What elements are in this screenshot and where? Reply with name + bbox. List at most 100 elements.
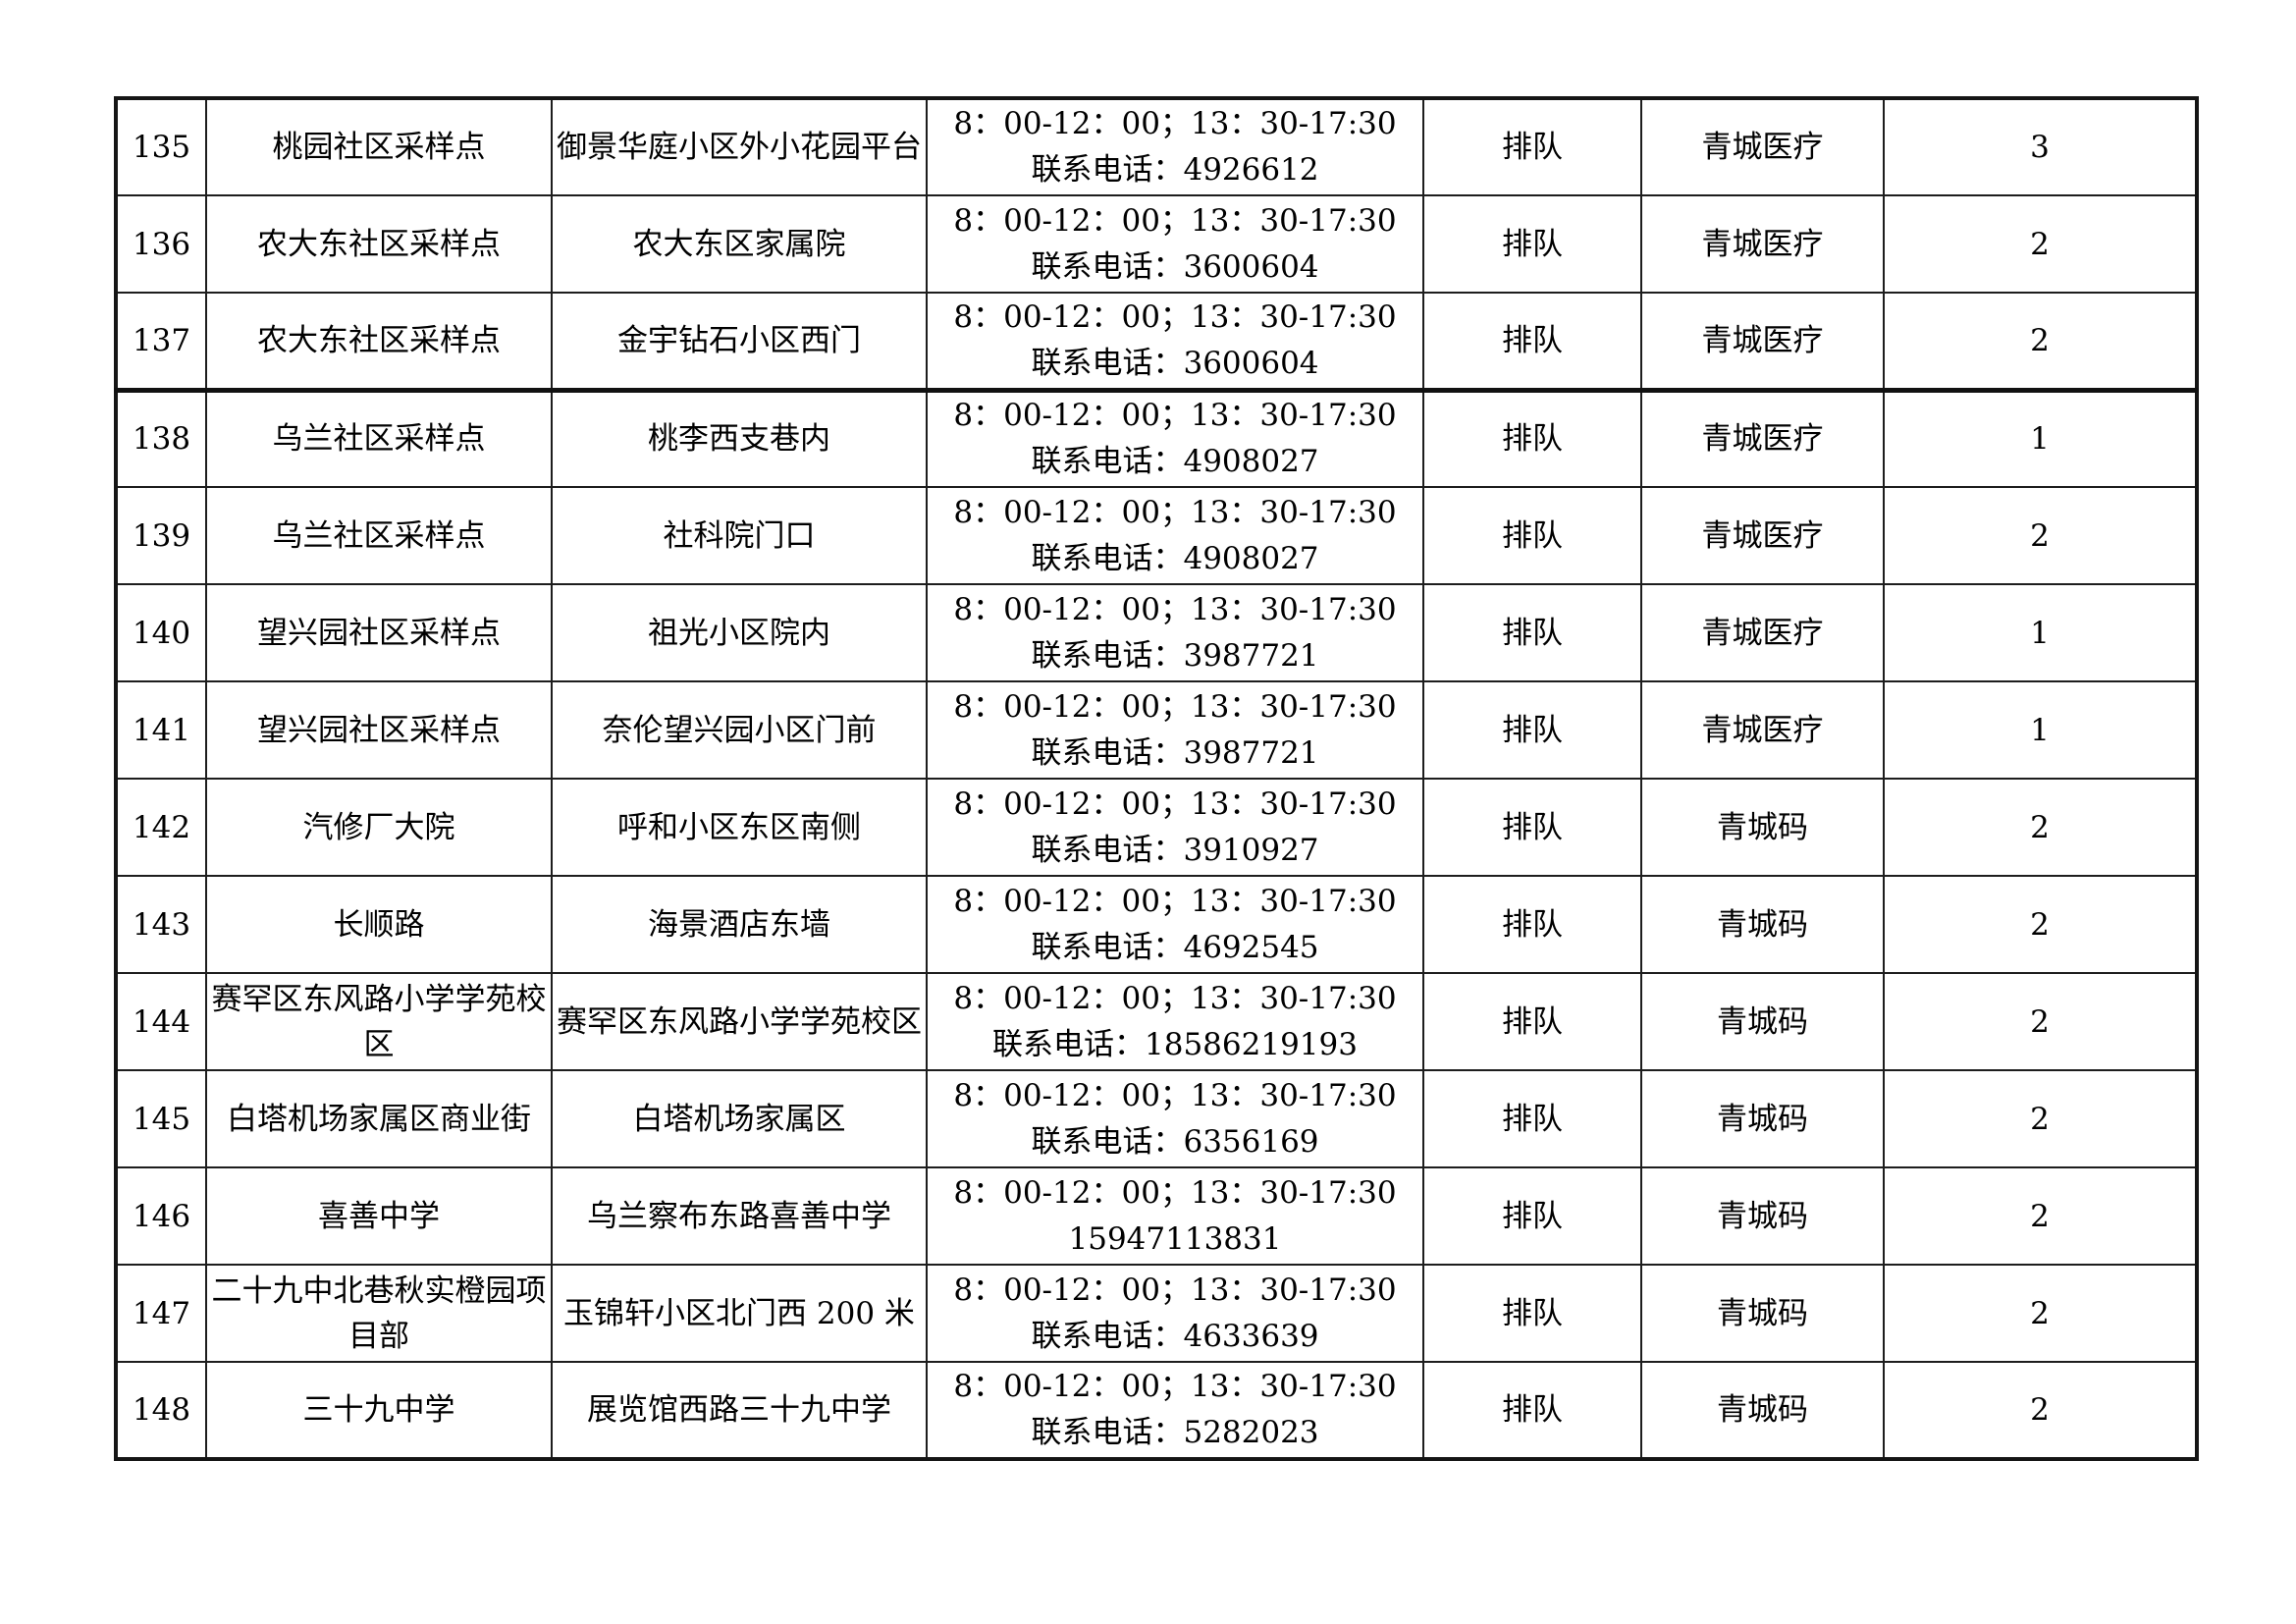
row-number-cell: 146 [115, 1166, 207, 1266]
row-number-cell: 138 [115, 387, 207, 488]
queue-type-cell: 排队 [1422, 875, 1642, 974]
table-body: 135 桃园社区采样点 御景华庭小区外小花园平台 8：00-12：00；13：30-1… [115, 97, 2198, 1460]
opening-hours-text: 8：00-12：00；13：30-17:30 [953, 980, 1397, 1016]
address-cell: 奈伦望兴园小区门前 [551, 680, 928, 780]
table-row: 143 长顺路 海景酒店东墙 8：00-12：00；13：30-17:30 联系电话：4… [115, 875, 2198, 974]
queue-type-cell: 排队 [1422, 972, 1642, 1071]
address-cell: 桃李西支巷内 [551, 387, 928, 488]
table-row: 145 白塔机场家属区商业街 白塔机场家属区 8：00-12：00；13：30-17:… [115, 1069, 2198, 1168]
channel-count-cell: 2 [1883, 778, 2198, 877]
site-name-cell: 长顺路 [205, 875, 553, 974]
address-cell: 呼和小区东区南侧 [551, 778, 928, 877]
queue-type-cell: 排队 [1422, 1069, 1642, 1168]
opening-hours-text: 8：00-12：00；13：30-17:30 [953, 106, 1397, 141]
address-cell: 海景酒店东墙 [551, 875, 928, 974]
hours-phone-cell: 8：00-12：00；13：30-17:30 联系电话：6356169 [926, 1069, 1424, 1168]
table-row: 140 望兴园社区采样点 祖光小区院内 8：00-12：00；13：30-17:30 联… [115, 583, 2198, 682]
opening-hours-text: 8：00-12：00；13：30-17:30 [953, 1174, 1397, 1211]
address-cell: 金宇钻石小区西门 [551, 292, 928, 391]
address-cell: 玉锦轩小区北门西 200 米 [551, 1264, 928, 1363]
address-cell: 展览馆西路三十九中学 [551, 1361, 928, 1460]
code-type-cell: 青城码 [1640, 972, 1885, 1071]
opening-hours-text: 8：00-12：00；13：30-17:30 [953, 1077, 1397, 1113]
table-row: 138 乌兰社区采样点 桃李西支巷内 8：00-12：00；13：30-17:30 联系… [115, 387, 2198, 488]
contact-phone-text: 联系电话：18586219193 [992, 1026, 1358, 1062]
queue-type-cell: 排队 [1422, 97, 1642, 196]
channel-count-cell: 2 [1883, 1361, 2198, 1460]
queue-type-cell: 排队 [1422, 486, 1642, 585]
contact-phone-text: 联系电话：4908027 [1031, 444, 1319, 480]
table-row: 136 农大东社区采样点 农大东区家属院 8：00-12：00；13：30-17:30… [115, 194, 2198, 294]
address-cell: 乌兰察布东路喜善中学 [551, 1166, 928, 1266]
opening-hours-text: 8：00-12：00；13：30-17:30 [953, 883, 1397, 919]
contact-phone-text: 联系电话：5282023 [1031, 1415, 1319, 1450]
table-row: 139 乌兰社区采样点 社科院门口 8：00-12：00；13：30-17:30 联系电… [115, 486, 2198, 585]
channel-count-cell: 1 [1883, 583, 2198, 682]
queue-type-cell: 排队 [1422, 1166, 1642, 1266]
site-name-cell: 望兴园社区采样点 [205, 583, 553, 682]
code-type-cell: 青城医疗 [1640, 387, 1885, 488]
opening-hours-text: 8：00-12：00；13：30-17:30 [953, 398, 1397, 434]
sampling-points-table: 135 桃园社区采样点 御景华庭小区外小花园平台 8：00-12：00；13：30-1… [114, 96, 2199, 1461]
row-number-cell: 135 [115, 97, 207, 196]
opening-hours-text: 8：00-12：00；13：30-17:30 [953, 785, 1397, 822]
site-name-cell: 农大东社区采样点 [205, 194, 553, 294]
hours-phone-cell: 8：00-12：00；13：30-17:30 联系电话：3987721 [926, 680, 1424, 780]
opening-hours-text: 8：00-12：00；13：30-17:30 [953, 688, 1397, 725]
hours-phone-cell: 8：00-12：00；13：30-17:30 联系电话：18586219193 [926, 972, 1424, 1071]
row-number-cell: 141 [115, 680, 207, 780]
contact-phone-text: 联系电话：6356169 [1031, 1123, 1319, 1160]
contact-phone-text: 联系电话：3987721 [1031, 734, 1319, 771]
site-name-cell: 汽修厂大院 [205, 778, 553, 877]
opening-hours-text: 8：00-12：00；13：30-17:30 [953, 494, 1397, 530]
contact-phone-text: 联系电话：4692545 [1031, 929, 1319, 965]
channel-count-cell: 2 [1883, 486, 2198, 585]
hours-phone-cell: 8：00-12：00；13：30-17:30 联系电话：4692545 [926, 875, 1424, 974]
contact-phone-text: 联系电话：3600604 [1031, 345, 1319, 381]
contact-phone-text: 15947113831 [1068, 1220, 1282, 1257]
address-cell: 白塔机场家属区 [551, 1069, 928, 1168]
hours-phone-cell: 8：00-12：00；13：30-17:30 联系电话：3987721 [926, 583, 1424, 682]
address-cell: 御景华庭小区外小花园平台 [551, 97, 928, 196]
table-row: 146 喜善中学 乌兰察布东路喜善中学 8：00-12：00；13：30-17:30 1… [115, 1166, 2198, 1266]
hours-phone-cell: 8：00-12：00；13：30-17:30 联系电话：4908027 [926, 387, 1424, 488]
address-cell: 赛罕区东风路小学学苑校区 [551, 972, 928, 1071]
queue-type-cell: 排队 [1422, 1361, 1642, 1460]
channel-count-cell: 2 [1883, 972, 2198, 1071]
site-name-cell: 乌兰社区采样点 [205, 387, 553, 488]
channel-count-cell: 2 [1883, 1264, 2198, 1363]
row-number-cell: 147 [115, 1264, 207, 1363]
hours-phone-cell: 8：00-12：00；13：30-17:30 联系电话：4908027 [926, 486, 1424, 585]
address-cell: 社科院门口 [551, 486, 928, 585]
channel-count-cell: 1 [1883, 387, 2198, 488]
contact-phone-text: 联系电话：3910927 [1031, 832, 1319, 868]
code-type-cell: 青城医疗 [1640, 583, 1885, 682]
queue-type-cell: 排队 [1422, 1264, 1642, 1363]
queue-type-cell: 排队 [1422, 680, 1642, 780]
table-row: 148 三十九中学 展览馆西路三十九中学 8：00-12：00；13：30-17:30… [115, 1361, 2198, 1460]
channel-count-cell: 2 [1883, 292, 2198, 391]
site-name-cell: 望兴园社区采样点 [205, 680, 553, 780]
queue-type-cell: 排队 [1422, 583, 1642, 682]
queue-type-cell: 排队 [1422, 194, 1642, 294]
queue-type-cell: 排队 [1422, 778, 1642, 877]
row-number-cell: 148 [115, 1361, 207, 1460]
code-type-cell: 青城码 [1640, 1069, 1885, 1168]
row-number-cell: 145 [115, 1069, 207, 1168]
opening-hours-text: 8：00-12：00；13：30-17:30 [953, 202, 1397, 239]
row-number-cell: 136 [115, 194, 207, 294]
table-row: 137 农大东社区采样点 金宇钻石小区西门 8：00-12：00；13：30-17:3… [115, 292, 2198, 391]
table-row: 135 桃园社区采样点 御景华庭小区外小花园平台 8：00-12：00；13：30-1… [115, 97, 2198, 196]
row-number-cell: 139 [115, 486, 207, 585]
hours-phone-cell: 8：00-12：00；13：30-17:30 联系电话：4633639 [926, 1264, 1424, 1363]
queue-type-cell: 排队 [1422, 292, 1642, 391]
contact-phone-text: 联系电话：3987721 [1031, 637, 1319, 674]
table-row: 147 二十九中北巷秋实橙园项目部 玉锦轩小区北门西 200 米 8：00-12：00… [115, 1264, 2198, 1363]
code-type-cell: 青城码 [1640, 1166, 1885, 1266]
site-name-cell: 赛罕区东风路小学学苑校区 [205, 972, 553, 1071]
hours-phone-cell: 8：00-12：00；13：30-17:30 联系电话：3910927 [926, 778, 1424, 877]
hours-phone-cell: 8：00-12：00；13：30-17:30 15947113831 [926, 1166, 1424, 1266]
hours-phone-cell: 8：00-12：00；13：30-17:30 联系电话：3600604 [926, 194, 1424, 294]
contact-phone-text: 联系电话：3600604 [1031, 248, 1319, 285]
